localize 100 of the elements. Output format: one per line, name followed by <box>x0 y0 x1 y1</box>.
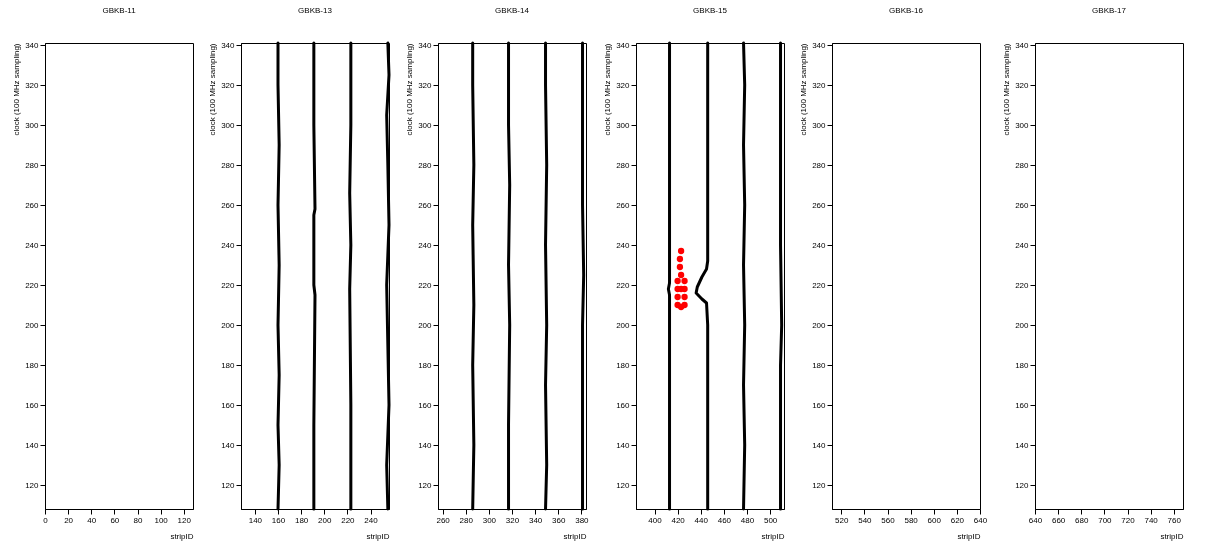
x-tick-label: 160 <box>271 515 286 525</box>
y-tick-label: 120 <box>25 480 40 490</box>
y-tick-label: 120 <box>418 480 433 490</box>
y-tick-label: 200 <box>221 320 236 330</box>
y-tick-label: 220 <box>221 280 236 290</box>
x-tick-label: 720 <box>1121 515 1136 525</box>
x-tick-label: 320 <box>505 515 520 525</box>
x-tick-label: 140 <box>248 515 263 525</box>
x-tick-label: 220 <box>341 515 356 525</box>
x-axis-title: stripID <box>761 531 785 541</box>
y-tick-label: 160 <box>1015 400 1030 410</box>
x-tick-label: 120 <box>177 515 192 525</box>
y-tick-label: 320 <box>418 80 433 90</box>
y-tick-label: 180 <box>25 360 40 370</box>
x-tick-label: 540 <box>858 515 873 525</box>
y-tick-label: 300 <box>221 120 236 130</box>
y-tick-label: 180 <box>418 360 433 370</box>
x-tick-label: 440 <box>694 515 709 525</box>
y-tick-label: 260 <box>1015 200 1030 210</box>
y-tick-label: 300 <box>812 120 827 130</box>
y-tick-label: 280 <box>221 160 236 170</box>
chart-title: GBKB-13 <box>298 6 333 15</box>
y-tick-label: 260 <box>25 200 40 210</box>
y-tick-label: 220 <box>1015 280 1030 290</box>
point <box>677 271 685 279</box>
x-axis-title: stripID <box>170 531 194 541</box>
x-tick-label: 680 <box>1075 515 1089 525</box>
point <box>676 263 684 271</box>
y-tick-label: 240 <box>616 240 631 250</box>
y-tick-label: 140 <box>418 440 433 450</box>
x-tick-label: 340 <box>528 515 543 525</box>
point <box>674 293 681 301</box>
chart-title: GBKB-17 <box>1092 6 1127 15</box>
y-tick-label: 340 <box>1015 40 1030 50</box>
x-tick-label: 620 <box>950 515 965 525</box>
point <box>677 303 685 311</box>
y-tick-label: 140 <box>812 440 827 450</box>
y-axis-title: clock (100 MHz sampling) <box>208 43 218 136</box>
chart-title: GBKB-16 <box>889 6 924 15</box>
y-tick-label: 300 <box>616 120 631 130</box>
y-tick-label: 180 <box>616 360 631 370</box>
y-tick-label: 320 <box>221 80 236 90</box>
y-tick-label: 280 <box>25 160 40 170</box>
y-tick-label: 200 <box>616 320 631 330</box>
y-tick-label: 200 <box>812 320 827 330</box>
y-tick-label: 340 <box>616 40 631 50</box>
y-axis-title: clock (100 MHz sampling) <box>1002 43 1012 136</box>
y-tick-label: 240 <box>25 240 40 250</box>
y-axis-title: clock (100 MHz sampling) <box>405 43 415 136</box>
y-tick-label: 160 <box>812 400 827 410</box>
y-tick-label: 280 <box>1015 160 1030 170</box>
y-tick-label: 280 <box>812 160 827 170</box>
y-tick-label: 300 <box>25 120 40 130</box>
y-tick-label: 340 <box>25 40 40 50</box>
x-tick-label: 700 <box>1098 515 1113 525</box>
x-tick-label: 740 <box>1144 515 1159 525</box>
y-tick-label: 120 <box>1015 480 1030 490</box>
y-tick-label: 280 <box>616 160 631 170</box>
point <box>681 293 688 301</box>
point <box>677 247 685 255</box>
x-tick-label: 560 <box>881 515 896 525</box>
y-tick-label: 140 <box>1015 440 1030 450</box>
y-tick-label: 320 <box>616 80 631 90</box>
x-tick-label: 20 <box>64 515 74 525</box>
x-tick-label: 480 <box>740 515 755 525</box>
x-tick-label: 400 <box>648 515 663 525</box>
chart-title: GBKB-11 <box>102 6 137 15</box>
y-tick-label: 140 <box>221 440 236 450</box>
x-axis-title: stripID <box>957 531 981 541</box>
x-tick-label: 460 <box>717 515 732 525</box>
y-tick-label: 260 <box>221 200 236 210</box>
y-tick-label: 120 <box>616 480 631 490</box>
chart-title: GBKB-15 <box>693 6 728 15</box>
x-tick-label: 600 <box>927 515 942 525</box>
y-axis-title: clock (100 MHz sampling) <box>799 43 809 136</box>
x-tick-label: 100 <box>154 515 169 525</box>
y-tick-label: 220 <box>25 280 40 290</box>
x-tick-label: 520 <box>835 515 849 525</box>
y-tick-label: 180 <box>1015 360 1030 370</box>
y-tick-label: 240 <box>221 240 236 250</box>
x-tick-label: 380 <box>575 515 590 525</box>
x-tick-label: 580 <box>904 515 919 525</box>
y-tick-label: 160 <box>418 400 433 410</box>
y-tick-label: 220 <box>812 280 827 290</box>
y-tick-label: 260 <box>812 200 827 210</box>
y-tick-label: 300 <box>1015 120 1030 130</box>
point <box>681 277 688 285</box>
y-tick-label: 200 <box>1015 320 1030 330</box>
y-tick-label: 120 <box>812 480 827 490</box>
point <box>676 255 684 263</box>
x-tick-label: 60 <box>110 515 120 525</box>
y-tick-label: 140 <box>25 440 40 450</box>
y-tick-label: 300 <box>418 120 433 130</box>
x-tick-label: 280 <box>459 515 474 525</box>
y-tick-label: 180 <box>221 360 236 370</box>
chart-title: GBKB-14 <box>495 6 530 15</box>
y-tick-label: 280 <box>418 160 433 170</box>
y-tick-label: 260 <box>418 200 433 210</box>
x-tick-label: 240 <box>364 515 379 525</box>
x-axis-title: stripID <box>366 531 390 541</box>
